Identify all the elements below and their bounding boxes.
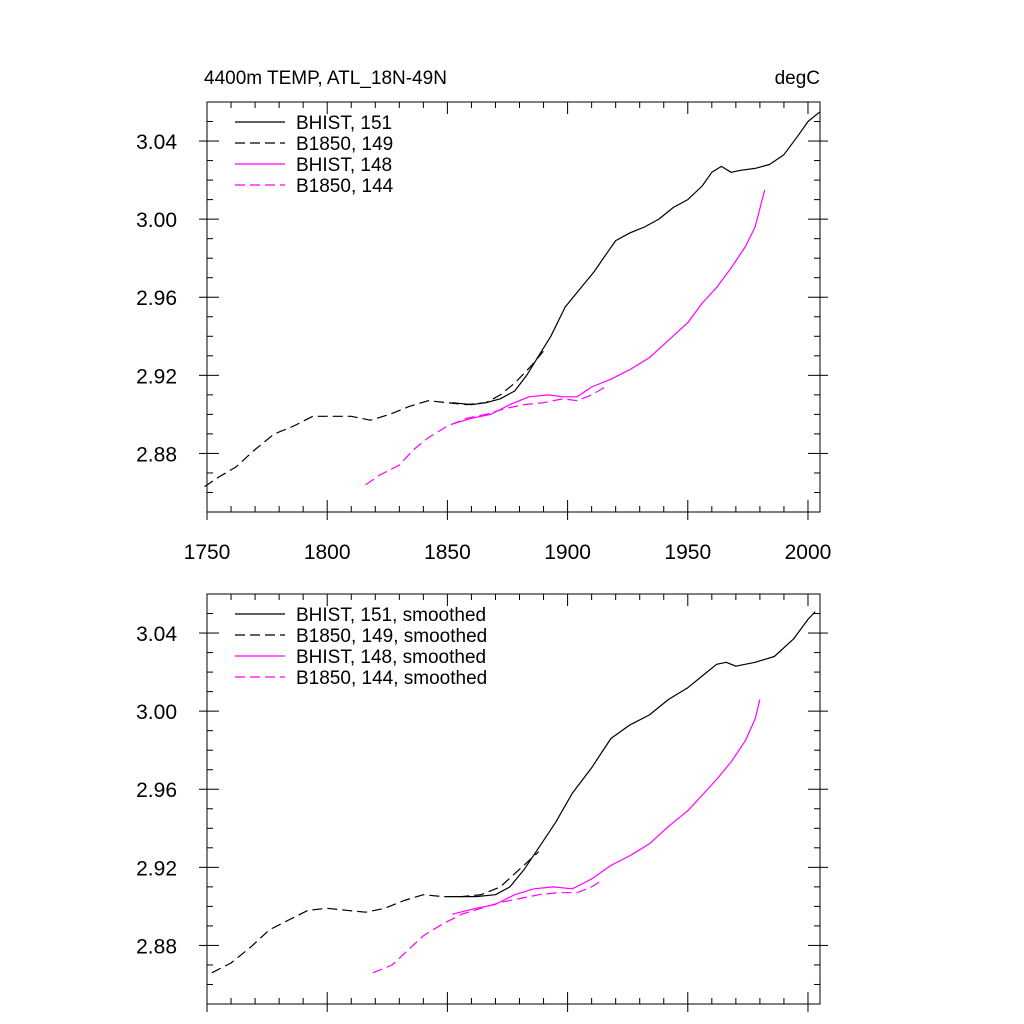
x-tick-label: 1850 xyxy=(424,541,471,564)
plot-lines xyxy=(211,611,816,974)
legend-label: B1850, 144 xyxy=(296,176,394,197)
plot-lines xyxy=(204,111,821,488)
series-line-2 xyxy=(204,347,547,488)
y-tick-label: 2.88 xyxy=(136,443,177,466)
series-line-3 xyxy=(452,699,761,915)
series-line-3 xyxy=(452,189,766,425)
x-axis xyxy=(206,594,809,1012)
y-tick-label: 3.00 xyxy=(136,209,177,232)
series-line-1 xyxy=(452,111,821,406)
y-tick-label: 3.04 xyxy=(136,623,177,646)
bottom-panel: 2.88 2.92 2.96 3.00 3.04 BHIST, 151, smoothe… xyxy=(136,593,828,1012)
legend-label: BHIST, 148 xyxy=(296,155,392,176)
plot-title: 4400m TEMP, ATL_18N-49N xyxy=(204,68,447,89)
y-tick-label: 2.92 xyxy=(136,365,177,388)
legend-label: BHIST, 151 xyxy=(296,113,392,134)
units-label: degC xyxy=(775,68,820,89)
plot-frame xyxy=(206,593,821,1005)
x-tick-label: 2000 xyxy=(785,541,832,564)
x-tick-label: 1800 xyxy=(304,541,351,564)
series-line-4 xyxy=(372,880,602,974)
legend-label: BHIST, 148, smoothed xyxy=(296,647,486,668)
y-axis: 2.88 2.92 2.96 3.00 3.04 xyxy=(136,593,828,985)
series-line-4 xyxy=(365,384,609,486)
x-tick-label: 1950 xyxy=(664,541,711,564)
legend-label: B1850, 149, smoothed xyxy=(296,626,487,647)
legend-label: B1850, 144, smoothed xyxy=(296,668,487,689)
y-axis: 2.88 2.92 2.96 3.00 3.04 xyxy=(136,101,828,493)
series-line-1 xyxy=(452,611,816,898)
y-tick-label: 2.88 xyxy=(136,935,177,958)
y-tick-label: 2.92 xyxy=(136,857,177,880)
y-tick-label: 2.96 xyxy=(136,287,177,310)
legend-label: BHIST, 151, smoothed xyxy=(296,605,486,626)
x-axis: 1750 1800 1850 1900 1950 2000 xyxy=(184,102,832,564)
plot-frame xyxy=(206,101,821,513)
y-tick-label: 3.00 xyxy=(136,701,177,724)
legend-label: B1850, 149 xyxy=(296,134,393,155)
x-tick-label: 1900 xyxy=(544,541,591,564)
y-tick-label: 3.04 xyxy=(136,131,177,154)
series-line-2 xyxy=(211,851,540,974)
top-panel: 4400m TEMP, ATL_18N-49N degC 1750 1800 185… xyxy=(136,68,831,564)
y-tick-label: 2.96 xyxy=(136,779,177,802)
x-tick-label: 1750 xyxy=(184,541,231,564)
